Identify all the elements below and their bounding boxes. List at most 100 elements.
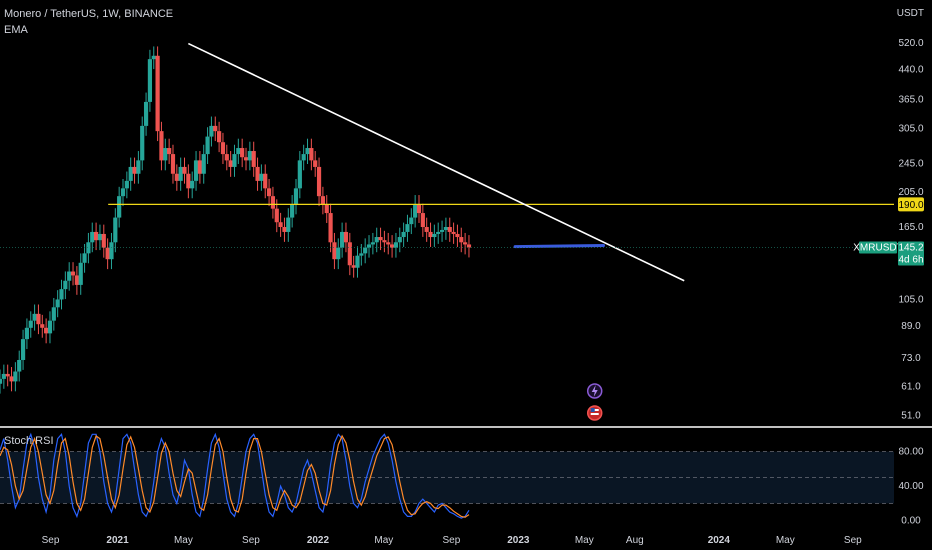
candle — [447, 217, 452, 242]
last-price-value: 145.2 — [898, 243, 923, 254]
candle-body — [93, 231, 99, 241]
candle — [305, 138, 310, 165]
candle — [82, 244, 87, 273]
candle-body — [463, 242, 468, 245]
ema-indicator-label[interactable]: EMA — [4, 24, 28, 36]
candle-body — [324, 204, 329, 214]
candle — [105, 238, 110, 270]
candle-body — [255, 166, 260, 181]
candle — [51, 297, 56, 331]
candle-body — [263, 173, 268, 189]
candle — [397, 227, 402, 253]
candle — [213, 116, 218, 142]
candle-body — [193, 160, 199, 181]
candle — [117, 186, 122, 228]
candle — [270, 186, 276, 219]
candle — [382, 230, 387, 253]
candle — [113, 208, 118, 253]
candle — [351, 255, 356, 278]
candle-body — [224, 154, 229, 161]
rsi-y-tick-label: 80.00 — [898, 447, 923, 458]
candle-body — [151, 55, 156, 60]
candle-body — [328, 213, 333, 243]
candle-body — [355, 255, 360, 268]
candle — [232, 144, 237, 177]
candle — [128, 157, 133, 191]
candle — [228, 151, 233, 177]
x-tick-label: Sep — [42, 535, 60, 546]
candle — [359, 244, 364, 266]
candle-body — [393, 242, 399, 248]
candle-body — [313, 160, 318, 167]
rsi-y-tick-label: 0.00 — [901, 516, 921, 527]
x-tick-label: May — [174, 535, 193, 546]
candle-body — [413, 204, 418, 218]
candle — [132, 157, 137, 184]
candle-body — [286, 217, 291, 232]
candle-body — [374, 237, 379, 243]
candle-body — [20, 339, 26, 360]
candle — [297, 151, 302, 199]
candle — [209, 116, 214, 147]
candle-body — [170, 154, 176, 174]
candle — [101, 224, 106, 258]
candle-body — [1, 373, 6, 379]
candle — [186, 164, 191, 199]
candle-body — [55, 299, 60, 308]
candle — [366, 235, 372, 258]
candle — [266, 178, 272, 207]
x-tick-label: Sep — [442, 535, 460, 546]
candle — [59, 279, 64, 310]
candle-body — [140, 125, 145, 161]
candle-body — [117, 196, 122, 218]
stoch-k-line — [0, 432, 470, 519]
candle — [328, 203, 333, 253]
y-tick-label: 365.0 — [898, 95, 923, 106]
candle — [278, 212, 283, 237]
candle — [13, 362, 18, 392]
candle — [439, 220, 445, 242]
candle — [255, 157, 260, 191]
candle — [0, 369, 3, 394]
candle-body — [101, 233, 106, 248]
candle — [124, 171, 129, 199]
candle — [120, 178, 126, 207]
lightning-icon — [586, 383, 603, 399]
candle-body — [309, 148, 314, 161]
candle-body — [70, 271, 76, 276]
candle-body — [44, 327, 49, 334]
candle-body — [401, 231, 406, 238]
x-tick-label: May — [575, 535, 594, 546]
candle — [178, 157, 183, 191]
candle-body — [28, 320, 33, 328]
candle-body — [416, 204, 422, 214]
candle-body — [455, 233, 460, 238]
candle-body — [397, 237, 402, 243]
candle-body — [378, 237, 383, 241]
candle — [236, 138, 241, 165]
currency-label: USDT — [896, 8, 924, 19]
candle-body — [405, 224, 410, 232]
candle — [55, 290, 60, 318]
candle-body — [51, 307, 56, 321]
candle-body — [363, 247, 368, 254]
candle-body — [90, 231, 95, 243]
candle-body — [217, 131, 222, 143]
candle-body — [97, 233, 103, 241]
candle-body — [67, 271, 72, 281]
candle — [455, 224, 460, 247]
candle-body — [443, 227, 449, 230]
y-tick-label: 205.0 — [898, 187, 923, 198]
candle — [1, 364, 6, 389]
y-tick-label: 305.0 — [898, 123, 923, 134]
candle-body — [74, 275, 79, 285]
candle — [301, 144, 306, 171]
candle-body — [274, 208, 279, 223]
candle-body — [459, 237, 464, 243]
candle — [259, 164, 264, 191]
candle — [136, 151, 141, 184]
candle-body — [182, 166, 187, 174]
candle-body — [259, 173, 264, 181]
stoch-rsi-label[interactable]: Stoch RSI — [4, 435, 54, 447]
